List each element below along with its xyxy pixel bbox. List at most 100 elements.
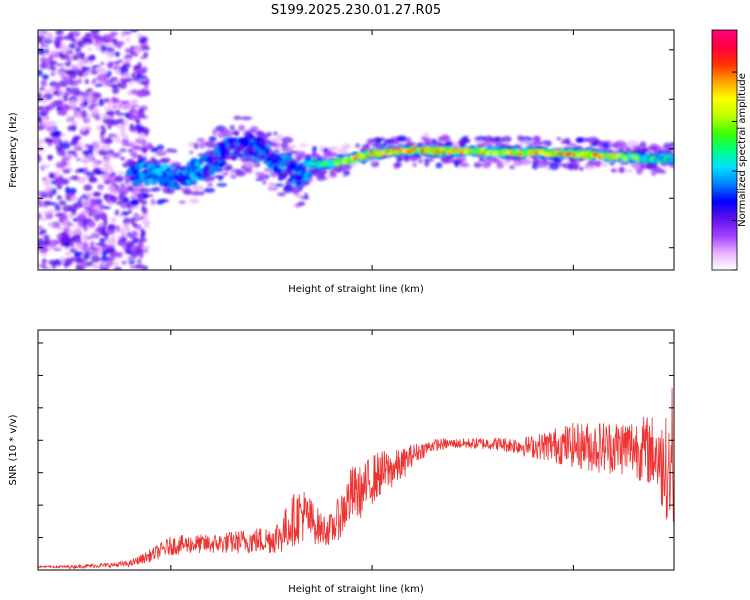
noise-blob <box>62 94 69 102</box>
halo-blob <box>340 166 349 171</box>
noise-blob <box>69 248 76 253</box>
noise-blob <box>97 73 107 82</box>
noise-blob <box>134 215 143 219</box>
halo-blob <box>273 131 278 136</box>
noise-blob <box>39 30 45 37</box>
noise-blob <box>109 84 118 88</box>
halo-blob <box>631 145 637 150</box>
noise-blob <box>143 222 150 229</box>
noise-blob <box>114 61 120 65</box>
noise-blob <box>108 99 113 108</box>
noise-blob <box>73 251 84 257</box>
noise-blob <box>54 203 60 210</box>
ridge-blob <box>244 152 249 157</box>
halo-blob <box>221 171 229 176</box>
noise-blob <box>54 179 62 186</box>
noise-blob <box>90 254 101 263</box>
noise-blob <box>129 107 136 115</box>
halo-blob <box>574 145 583 149</box>
noise-blob <box>50 221 61 229</box>
ridge-blob <box>186 179 191 184</box>
noise-blob <box>91 162 101 167</box>
halo-blob <box>266 132 272 137</box>
halo-blob <box>159 159 170 164</box>
ridge-blob <box>159 180 164 184</box>
noise-blob <box>47 50 58 55</box>
halo-blob <box>233 115 242 120</box>
noise-blob <box>107 173 115 180</box>
noise-blob <box>39 62 48 69</box>
noise-blob <box>62 169 71 174</box>
noise-blob <box>70 124 77 132</box>
noise-blob <box>127 90 132 96</box>
ridge-blob <box>202 173 208 177</box>
noise-blob <box>114 209 120 216</box>
halo-blob <box>235 170 246 177</box>
halo-blob <box>439 134 451 142</box>
noise-blob <box>120 127 126 135</box>
noise-blob <box>56 110 67 116</box>
halo-blob <box>152 147 158 151</box>
halo-blob <box>600 162 608 167</box>
halo-blob <box>361 144 369 149</box>
halo-blob <box>297 201 306 206</box>
noise-blob <box>112 261 119 266</box>
ridge-blob <box>231 155 237 159</box>
noise-blob <box>139 80 149 85</box>
noise-blob <box>60 149 67 158</box>
noise-blob <box>103 178 113 185</box>
ridge-blob <box>365 154 371 159</box>
halo-blob <box>328 146 339 152</box>
noise-blob <box>106 62 114 69</box>
noise-blob <box>104 78 112 87</box>
halo-blob <box>341 143 351 150</box>
ridge-blob <box>251 136 256 141</box>
noise-blob <box>115 201 124 205</box>
halo-blob <box>412 162 417 168</box>
noise-blob <box>74 46 82 53</box>
halo-blob <box>459 162 469 167</box>
noise-blob <box>56 63 63 67</box>
noise-blob <box>116 125 126 129</box>
halo-blob <box>199 191 205 196</box>
noise-blob <box>115 225 121 233</box>
noise-blob <box>86 96 92 101</box>
halo-blob <box>618 166 625 174</box>
halo-blob <box>396 156 402 163</box>
halo-blob <box>313 153 320 160</box>
noise-blob <box>59 178 70 185</box>
noise-blob <box>38 154 41 162</box>
ridge-blob <box>304 177 309 181</box>
noise-blob <box>62 104 68 110</box>
noise-blob <box>124 222 130 230</box>
noise-blob <box>77 72 84 77</box>
noise-blob <box>82 241 89 250</box>
spectrogram-ridge <box>126 132 674 190</box>
noise-blob <box>43 178 51 187</box>
ridge-blob <box>269 161 275 166</box>
ridge-blob <box>334 162 340 166</box>
noise-blob <box>70 242 75 247</box>
noise-blob <box>38 226 43 230</box>
noise-blob <box>67 213 74 219</box>
halo-blob <box>188 150 194 155</box>
snr-ticks <box>38 330 674 571</box>
noise-blob <box>97 184 105 191</box>
halo-blob <box>473 161 482 168</box>
noise-blob <box>115 175 124 183</box>
halo-blob <box>256 171 266 178</box>
noise-blob <box>129 195 137 200</box>
halo-blob <box>457 139 467 147</box>
spectrogram-panel: Height of straight line (km) Frequency (… <box>8 29 675 295</box>
noise-blob <box>126 185 135 192</box>
noise-blob <box>116 235 123 240</box>
ridge-blob <box>593 152 599 156</box>
halo-blob <box>199 142 206 149</box>
noise-blob <box>87 47 92 52</box>
ridge-blob <box>255 141 260 146</box>
halo-blob <box>196 137 205 143</box>
halo-blob <box>183 190 193 195</box>
noise-blob <box>56 195 63 201</box>
halo-blob <box>283 184 295 191</box>
ridge-blob <box>204 158 209 162</box>
